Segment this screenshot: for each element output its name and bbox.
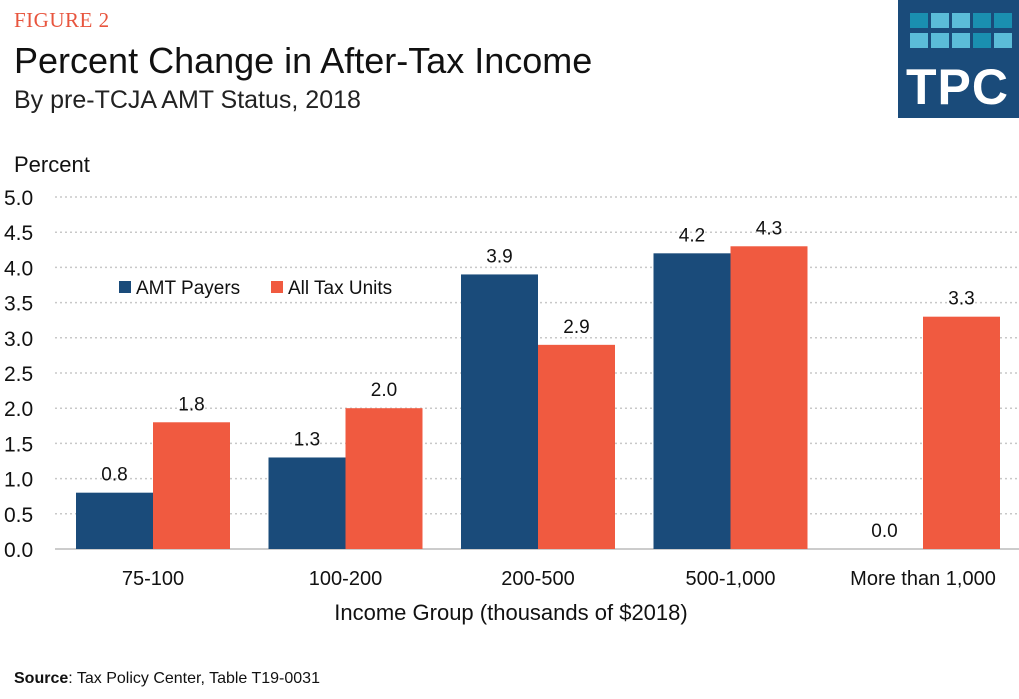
x-tick-label: More than 1,000 [850, 568, 996, 590]
data-label: 2.9 [563, 317, 589, 338]
logo-square [931, 33, 949, 48]
x-axis-label: Income Group (thousands of $2018) [334, 600, 687, 625]
y-tick-label: 2.0 [4, 398, 33, 421]
data-label: 3.3 [948, 289, 974, 310]
y-tick-label: 5.0 [4, 187, 33, 210]
y-tick-label: 1.5 [4, 433, 33, 456]
legend-label: All Tax Units [288, 278, 392, 299]
data-label: 4.2 [679, 225, 705, 246]
logo-square [931, 13, 949, 28]
data-label: 1.8 [178, 394, 204, 415]
data-label: 0.0 [871, 521, 897, 542]
bar-all-tax-units [153, 422, 230, 549]
logo-square [973, 33, 991, 48]
logo-square [952, 13, 970, 28]
legend-swatch [119, 281, 131, 293]
bar-amt-payers [76, 492, 153, 549]
legend-swatch [271, 281, 283, 293]
y-tick-label: 3.5 [4, 293, 33, 316]
x-tick-label: 200-500 [501, 568, 574, 590]
y-tick-label: 0.5 [4, 504, 33, 527]
bar-all-tax-units [730, 246, 808, 549]
figure-label: FIGURE 2 [14, 8, 110, 32]
bar-amt-payers [268, 457, 346, 549]
data-label: 2.0 [371, 380, 397, 401]
y-tick-label: 4.5 [4, 222, 33, 245]
tpc-logo: TPC [898, 0, 1019, 118]
bar-amt-payers [653, 253, 731, 549]
logo-square [910, 33, 928, 48]
logo-square [973, 13, 991, 28]
chart-subtitle: By pre-TCJA AMT Status, 2018 [14, 86, 361, 114]
y-tick-label: 1.0 [4, 469, 33, 492]
y-tick-label: 2.5 [4, 363, 33, 386]
source-label: Source [14, 670, 69, 687]
bar-all-tax-units [923, 316, 1000, 549]
logo-square [994, 13, 1012, 28]
y-tick-label: 0.0 [4, 539, 33, 562]
x-tick-label: 500-1,000 [685, 568, 775, 590]
bar-amt-payers [461, 274, 538, 549]
data-label: 4.3 [756, 218, 782, 239]
source-text: : Tax Policy Center, Table T19-0031 [68, 670, 320, 687]
logo-square [910, 13, 928, 28]
logo-square [994, 33, 1012, 48]
bar-all-tax-units [345, 408, 423, 549]
source-note: Source: Tax Policy Center, Table T19-003… [14, 670, 320, 688]
legend-label: AMT Payers [136, 278, 240, 299]
data-label: 1.3 [294, 429, 320, 450]
data-label: 3.9 [486, 246, 512, 267]
logo-square [952, 33, 970, 48]
data-label: 0.8 [101, 465, 127, 486]
y-axis-label: Percent [14, 152, 90, 177]
x-tick-label: 100-200 [309, 568, 382, 590]
bar-all-tax-units [538, 344, 615, 549]
chart-title: Percent Change in After-Tax Income [14, 40, 593, 81]
logo-text: TPC [906, 59, 1009, 115]
y-tick-label: 4.0 [4, 257, 33, 280]
y-tick-label: 3.0 [4, 328, 33, 351]
x-tick-label: 75-100 [122, 568, 184, 590]
